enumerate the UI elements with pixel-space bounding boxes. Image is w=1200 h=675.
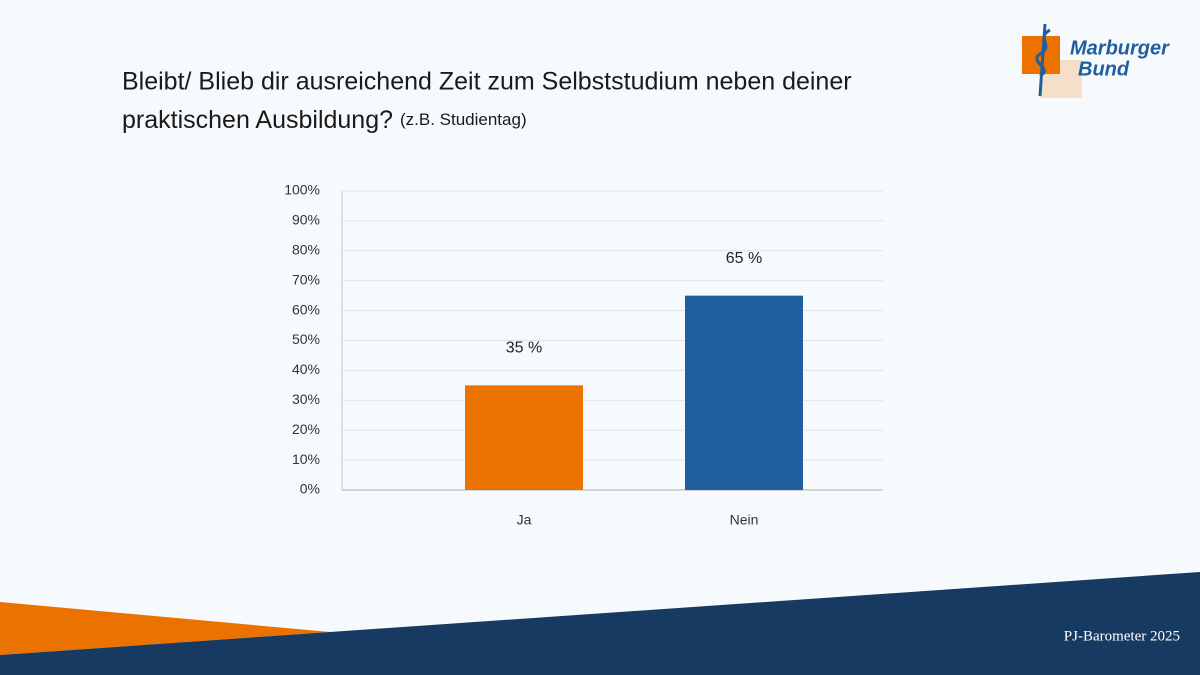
bar — [685, 295, 803, 490]
chart-title: Bleibt/ Blieb dir ausreichend Zeit zum S… — [122, 68, 852, 96]
y-tick-label: 60% — [292, 301, 320, 317]
y-tick-label: 10% — [292, 451, 320, 467]
y-tick-label: 100% — [284, 182, 320, 198]
logo-snake — [1035, 28, 1051, 78]
footer: PJ-Barometer 2025 — [1064, 628, 1180, 644]
chart-title: praktischen Ausbildung? (z.B. Studientag… — [122, 106, 527, 134]
y-tick-label: 90% — [292, 212, 320, 228]
y-tick-label: 0% — [300, 481, 320, 497]
chart-title: praktischen Ausbildung? — [122, 106, 393, 134]
x-tick-label: Ja — [517, 512, 532, 528]
y-tick-label: 70% — [292, 271, 320, 287]
orange-band — [0, 602, 330, 655]
data-label: 65 % — [726, 250, 762, 267]
logo: Marburger Bund — [1022, 23, 1170, 98]
data-label: 35 % — [506, 340, 542, 357]
navy-band — [0, 572, 1200, 675]
y-tick-label: 50% — [292, 331, 320, 347]
logo-text: Bund — [1078, 58, 1130, 80]
y-tick-label: 80% — [292, 242, 320, 258]
y-tick-label: 40% — [292, 361, 320, 377]
x-tick-label: Nein — [730, 512, 759, 528]
logo-text: Marburger — [1070, 37, 1170, 59]
y-tick-label: 20% — [292, 421, 320, 437]
chart-subtitle: (z.B. Studientag) — [400, 110, 527, 129]
y-tick-label: 30% — [292, 391, 320, 407]
bar — [465, 385, 583, 490]
